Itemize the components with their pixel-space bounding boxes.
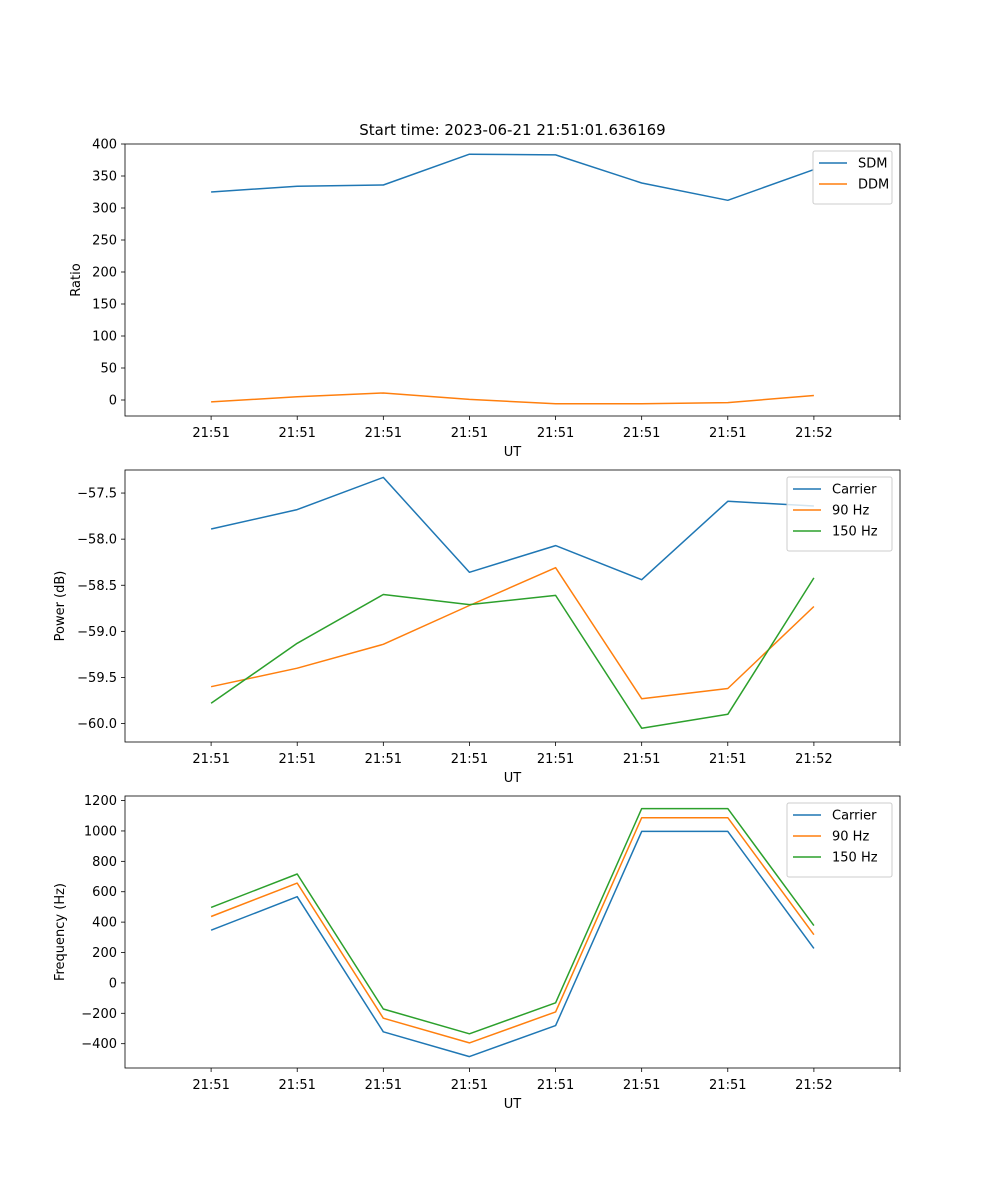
legend-label: Carrier (832, 483, 877, 498)
y-tick-label: 0 (109, 976, 117, 991)
y-tick-label: 200 (92, 946, 117, 961)
x-tick-label: 21:51 (365, 1078, 402, 1093)
y-tick-label: 100 (92, 330, 117, 345)
y-tick-label: 600 (92, 885, 117, 900)
y-axis-label: Frequency (Hz) (53, 883, 68, 981)
y-tick-label: 0 (109, 394, 117, 409)
x-tick-label: 21:51 (623, 1078, 660, 1093)
y-tick-label: −400 (81, 1037, 117, 1052)
chart-panel-1: 21:51 21:51 21:51 21:51 21:51 21:51 21:51 21:52… (69, 138, 901, 460)
x-tick-label: 21:51 (451, 752, 488, 767)
y-tick-label: 250 (92, 234, 117, 249)
y-tick-label: 200 (92, 266, 117, 281)
x-axis-label: UT (504, 445, 522, 460)
y-tick-label: 1000 (84, 824, 117, 839)
y-tick-label: 350 (92, 170, 117, 185)
y-axis-label: Power (dB) (53, 571, 68, 642)
axes-frame (124, 143, 901, 417)
x-tick-label: 21:51 (537, 426, 574, 441)
x-tick-label: 21:51 (365, 426, 402, 441)
figure-title: Start time: 2023-06-21 21:51:01.636169 (359, 121, 665, 139)
x-tick-label: 21:51 (709, 752, 746, 767)
x-tick-label: 21:51 (709, 1078, 746, 1093)
legend-label: 90 Hz (832, 504, 869, 519)
y-tick-label: −59.0 (77, 625, 117, 640)
x-axis-label: UT (504, 771, 522, 786)
y-tick-label: −59.5 (77, 671, 117, 686)
x-tick-label: 21:51 (537, 752, 574, 767)
series-line-150-hz (210, 807, 815, 1035)
x-axis-label: UT (504, 1097, 522, 1112)
y-tick-label: 800 (92, 855, 117, 870)
legend-box (786, 476, 893, 552)
x-tick-label: 21:51 (709, 426, 746, 441)
legend: Carrier 90 Hz 150 Hz (786, 802, 893, 878)
x-tick-label: 21:51 (278, 426, 315, 441)
series-line-sdm (211, 153, 815, 202)
legend-box (786, 802, 893, 878)
series-line-150-hz (210, 577, 815, 729)
x-tick-label: 21:51 (365, 752, 402, 767)
x-tick-label: 21:51 (451, 426, 488, 441)
x-tick-label: 21:51 (537, 1078, 574, 1093)
legend-label: 150 Hz (832, 851, 878, 866)
x-tick-label: 21:51 (192, 752, 229, 767)
legend-label: DDM (858, 178, 889, 193)
legend-label: SDM (858, 157, 887, 172)
axes-frame (124, 469, 901, 743)
y-tick-label: 50 (100, 362, 117, 377)
y-tick-label: 400 (92, 138, 117, 153)
x-tick-label: 21:52 (795, 752, 832, 767)
x-tick-label: 21:52 (795, 1078, 832, 1093)
series-line-ddm (211, 392, 814, 405)
x-tick-label: 21:51 (278, 752, 315, 767)
legend-label: 150 Hz (832, 525, 878, 540)
series-line-carrier (210, 476, 814, 581)
legend-label: 90 Hz (832, 830, 869, 845)
legend-label: Carrier (832, 809, 877, 824)
legend: SDM DDM (812, 150, 893, 205)
y-tick-label: 400 (92, 916, 117, 931)
y-axis-label: Ratio (69, 263, 84, 296)
x-tick-label: 21:51 (623, 752, 660, 767)
y-tick-label: 300 (92, 202, 117, 217)
y-tick-label: −57.5 (77, 487, 117, 502)
y-tick-label: 1200 (84, 794, 117, 809)
chart-panel-3: 21:51 21:51 21:51 21:51 21:51 21:51 21:51 21:52… (53, 794, 901, 1112)
series-line-90-hz (210, 816, 815, 1044)
x-tick-label: 21:51 (623, 426, 660, 441)
y-tick-label: −58.5 (77, 579, 117, 594)
axes-frame (124, 795, 901, 1069)
legend: Carrier 90 Hz 150 Hz (786, 476, 893, 552)
y-tick-label: −60.0 (77, 717, 117, 732)
y-tick-label: −58.0 (77, 533, 117, 548)
y-tick-label: −200 (81, 1007, 117, 1022)
x-tick-label: 21:51 (451, 1078, 488, 1093)
y-tick-label: 150 (92, 298, 117, 313)
x-tick-label: 21:51 (192, 1078, 229, 1093)
x-tick-label: 21:52 (795, 426, 832, 441)
x-tick-label: 21:51 (192, 426, 229, 441)
series-line-carrier (210, 830, 815, 1058)
x-tick-label: 21:51 (278, 1078, 315, 1093)
chart-panel-2: 21:51 21:51 21:51 21:51 21:51 21:51 21:51 21:52… (53, 469, 901, 786)
panels: 21:51 21:51 21:51 21:51 21:51 21:51 21:51 21:52… (53, 138, 901, 1112)
series-line-90-hz (210, 566, 815, 700)
legend-box (812, 150, 893, 205)
